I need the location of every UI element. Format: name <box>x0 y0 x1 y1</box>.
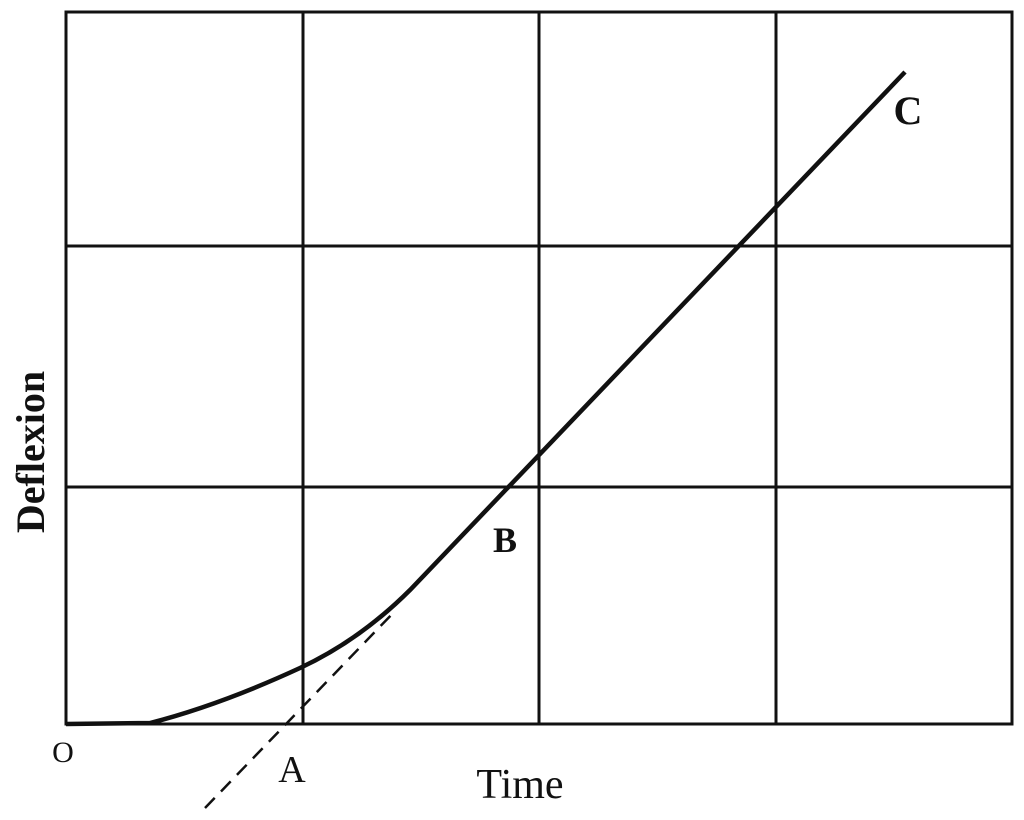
y-axis-label: Deflexion <box>8 371 53 533</box>
point-label: C <box>894 88 923 133</box>
deflexion-curve <box>65 70 907 727</box>
x-axis-label: Time <box>476 762 563 808</box>
point-label: B <box>493 520 517 560</box>
point-label: A <box>278 749 306 791</box>
origin-label: O <box>52 736 74 769</box>
